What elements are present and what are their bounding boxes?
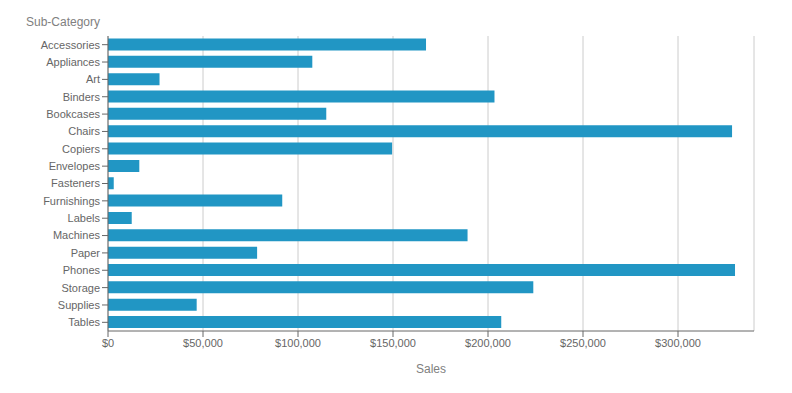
svg-text:Machines: Machines: [53, 229, 101, 241]
svg-text:Bookcases: Bookcases: [46, 108, 100, 120]
svg-text:Furnishings: Furnishings: [43, 195, 100, 207]
svg-text:Paper: Paper: [71, 247, 101, 259]
svg-text:Copiers: Copiers: [62, 143, 100, 155]
svg-text:Envelopes: Envelopes: [49, 160, 101, 172]
svg-text:Appliances: Appliances: [46, 56, 100, 68]
svg-text:Binders: Binders: [63, 91, 101, 103]
svg-text:$300,000: $300,000: [655, 337, 701, 349]
svg-text:$50,000: $50,000: [183, 337, 223, 349]
svg-text:Art: Art: [86, 73, 100, 85]
svg-text:Phones: Phones: [63, 264, 101, 276]
svg-text:$250,000: $250,000: [560, 337, 606, 349]
svg-text:$0: $0: [102, 337, 114, 349]
svg-text:Accessories: Accessories: [41, 39, 101, 51]
svg-text:Fasteners: Fasteners: [51, 177, 100, 189]
svg-text:Chairs: Chairs: [68, 125, 100, 137]
svg-text:Labels: Labels: [68, 212, 101, 224]
svg-text:$200,000: $200,000: [465, 337, 511, 349]
svg-text:$150,000: $150,000: [370, 337, 416, 349]
svg-text:Storage: Storage: [61, 282, 100, 294]
svg-text:Sub-Category: Sub-Category: [26, 15, 100, 29]
svg-text:$100,000: $100,000: [275, 337, 321, 349]
svg-text:Tables: Tables: [68, 316, 100, 328]
svg-text:Sales: Sales: [416, 362, 446, 376]
svg-text:Supplies: Supplies: [58, 299, 101, 311]
